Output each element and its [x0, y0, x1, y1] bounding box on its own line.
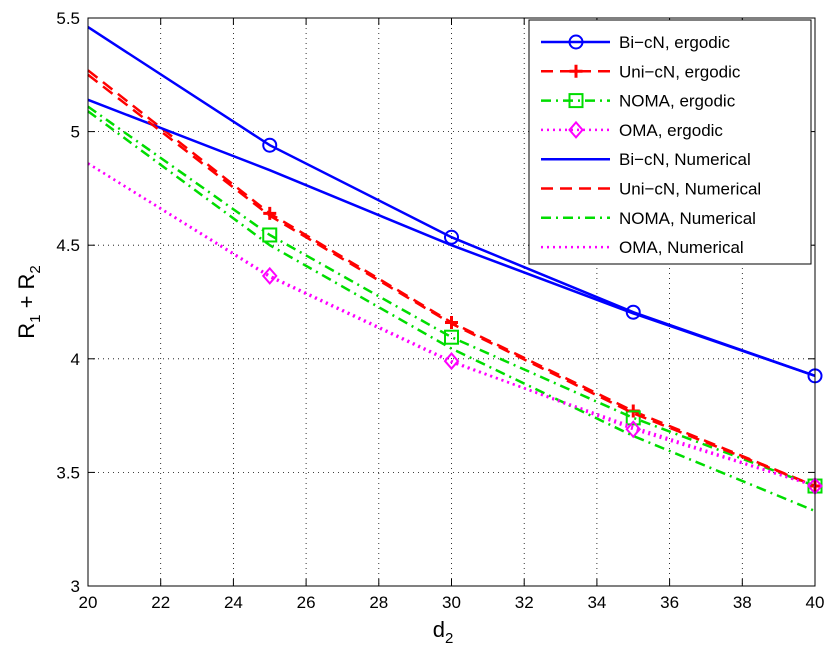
- series-line: [87, 98, 816, 377]
- y-label-r1: R: [14, 323, 39, 339]
- tick-labels: 20 22 24 26 28 30 32 34 36 38 40 3 3.5 4 4.5 5 5.5: [56, 9, 824, 612]
- x-axis-label: d2: [433, 617, 454, 647]
- legend-label: Bi−cN, ergodic: [619, 33, 731, 52]
- series-noma-numerical: [87, 110, 816, 513]
- series-line: [87, 162, 816, 488]
- x-tick-label: 36: [660, 593, 679, 612]
- square-marker: [625, 410, 641, 426]
- x-tick-label: 20: [79, 593, 98, 612]
- legend-label: OMA, ergodic: [619, 121, 723, 140]
- plus-marker: [263, 206, 277, 220]
- legend-label: OMA, Numerical: [619, 238, 744, 257]
- x-tick-label: 40: [806, 593, 825, 612]
- circle-marker: [262, 137, 278, 153]
- legend-label: Uni−cN, ergodic: [619, 62, 741, 81]
- diamond-marker: [625, 420, 642, 439]
- plus-marker: [569, 64, 583, 78]
- legend: Bi−cN, ergodic Uni−cN, ergodic NOMA, ergod…: [528, 19, 812, 265]
- x-tick-label: 38: [733, 593, 752, 612]
- y-tick-label: 3.5: [56, 463, 80, 482]
- y-tick-label: 4: [71, 350, 80, 369]
- x-axis-label-sub: 2: [445, 630, 453, 647]
- y-label-plus: +: [14, 289, 39, 314]
- x-tick-label: 32: [515, 593, 534, 612]
- square-marker: [444, 329, 459, 345]
- diamond-marker: [261, 266, 278, 285]
- series-line: [87, 73, 816, 488]
- circle-marker: [444, 229, 459, 245]
- circle-marker: [568, 34, 584, 50]
- legend-label: NOMA, ergodic: [619, 92, 736, 111]
- y-label-sub1: 1: [27, 315, 44, 323]
- x-tick-label: 34: [587, 593, 606, 612]
- square-marker: [568, 93, 584, 109]
- series-line: [87, 105, 816, 488]
- series-bi-cn-numerical: [87, 98, 816, 377]
- y-label-sub2: 2: [27, 265, 44, 273]
- x-tick-label: 24: [224, 593, 243, 612]
- legend-label: Bi−cN, Numerical: [619, 150, 751, 169]
- y-tick-label: 3: [71, 577, 80, 596]
- x-tick-label: 26: [297, 593, 316, 612]
- legend-label: Uni−cN, Numerical: [619, 180, 761, 199]
- series-oma-numerical: [87, 162, 816, 488]
- y-label-r2: R: [14, 274, 39, 290]
- y-tick-label: 5.5: [56, 9, 80, 28]
- x-tick-label: 30: [442, 593, 461, 612]
- y-axis-label: R1 + R2: [14, 265, 44, 339]
- x-tick-label: 22: [151, 593, 170, 612]
- legend-box: [528, 19, 812, 265]
- legend-label: NOMA, Numerical: [619, 209, 756, 228]
- y-tick-label: 4.5: [56, 236, 80, 255]
- series-layer: [87, 26, 823, 513]
- diamond-marker: [568, 120, 584, 139]
- x-tick-label: 28: [369, 593, 388, 612]
- series-line: [87, 110, 816, 513]
- x-axis-label-main: d: [433, 617, 445, 642]
- y-tick-label: 5: [71, 123, 80, 142]
- square-marker: [262, 227, 278, 243]
- diamond-marker: [443, 352, 460, 371]
- axis-ticks: [87, 17, 816, 587]
- series-uni-cn-numerical: [87, 73, 816, 488]
